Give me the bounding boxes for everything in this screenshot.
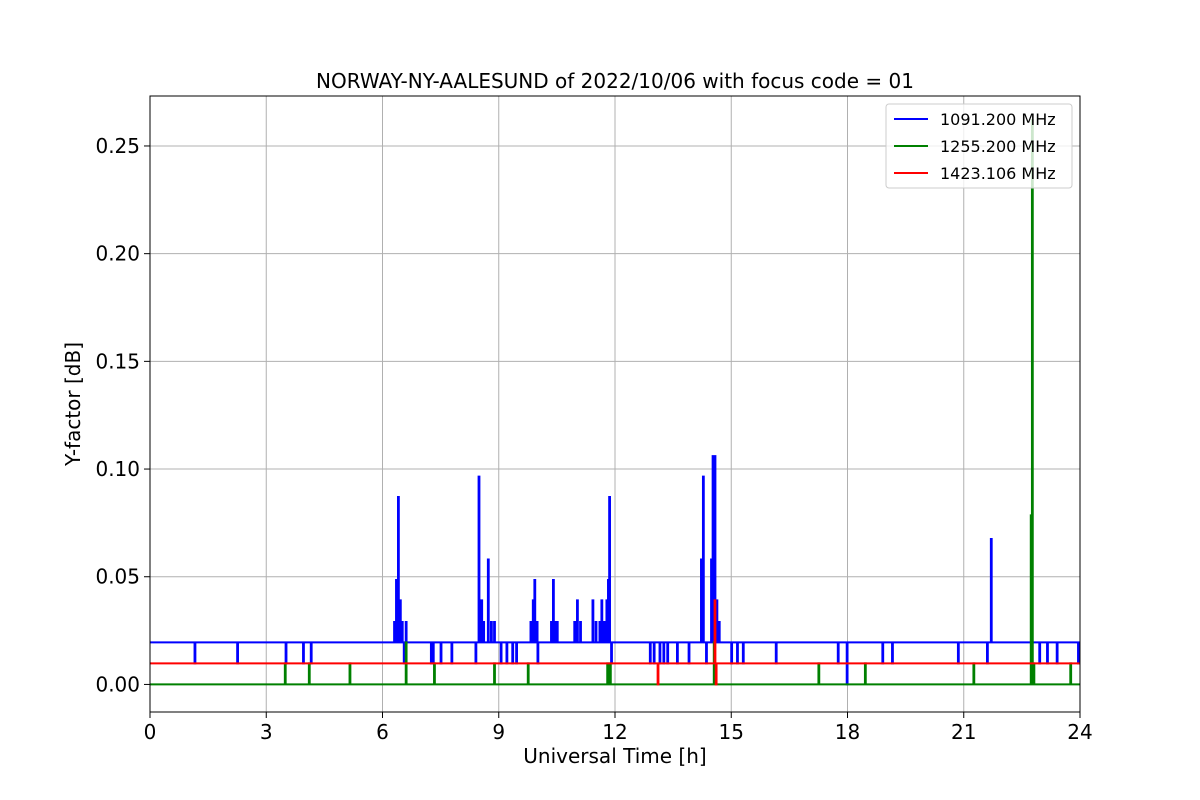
x-tick-label: 18 [835, 720, 860, 744]
x-tick-label: 21 [951, 720, 976, 744]
x-tick-label: 0 [144, 720, 157, 744]
x-tick-label: 3 [260, 720, 273, 744]
x-axis-label: Universal Time [h] [523, 744, 706, 768]
x-tick-label: 12 [602, 720, 627, 744]
chart-title: NORWAY-NY-AALESUND of 2022/10/06 with fo… [316, 69, 914, 93]
y-tick-label: 0.05 [95, 565, 140, 589]
x-tick-label: 15 [719, 720, 744, 744]
legend-label: 1255.200 MHz [940, 137, 1056, 156]
y-tick-label: 0.00 [95, 672, 140, 696]
y-tick-label: 0.15 [95, 349, 140, 373]
series-line-2 [150, 599, 1080, 686]
y-axis-label: Y-factor [dB] [61, 342, 85, 467]
legend-box [885, 103, 1073, 189]
legend-label: 1091.200 MHz [940, 110, 1056, 129]
y-tick-label: 0.25 [95, 134, 140, 158]
axes-layer: 0 3 6 9 12 15 18 21 24 0.00 0.05 0.10 0.15 0.20 0.25 [95, 95, 1093, 744]
y-tick-label: 0.20 [95, 242, 140, 266]
x-tick-label: 24 [1067, 720, 1092, 744]
legend: 1091.200 MHz 1255.200 MHz 1423.106 MHz [885, 103, 1073, 189]
x-tick-label: 9 [492, 720, 505, 744]
legend-label: 1423.106 MHz [940, 164, 1056, 183]
series-line-0 [150, 455, 1080, 686]
x-tick-label: 6 [376, 720, 389, 744]
y-tick-label: 0.10 [95, 457, 140, 481]
series-layer [150, 119, 1080, 686]
grid-layer [149, 96, 1081, 712]
